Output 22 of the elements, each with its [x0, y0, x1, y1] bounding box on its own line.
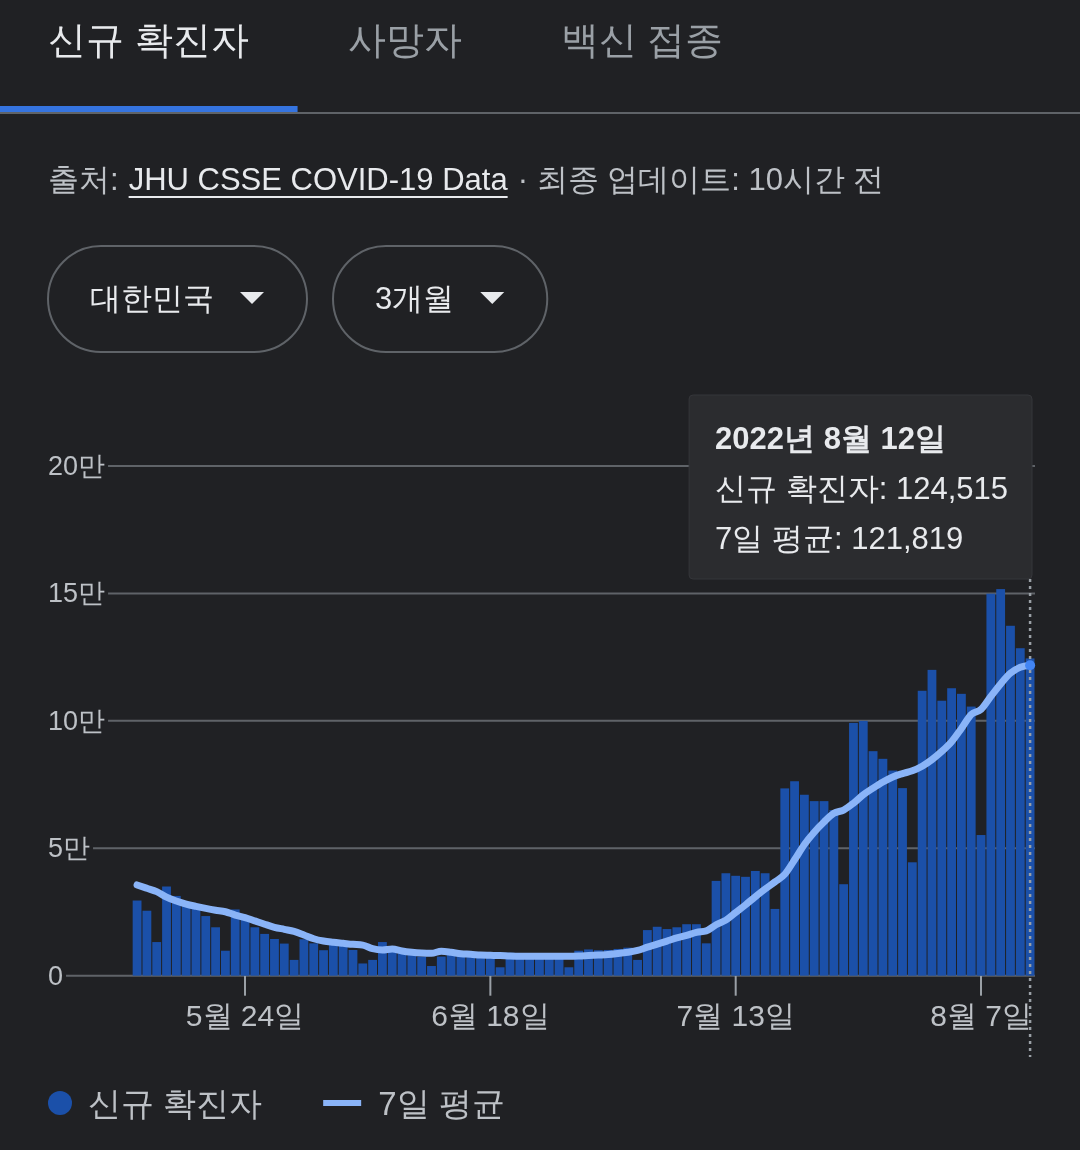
annotation: 7일 평균: 121,819 — [715, 520, 964, 556]
text: 사망자 — [347, 19, 462, 61]
x-tick-label: 6월 18일 — [431, 998, 550, 1032]
y-tick-label: 10만 — [48, 705, 106, 736]
y-tick-label: 15만 — [48, 578, 106, 609]
annotation: 신규 확진자: 124,515 — [715, 470, 1008, 506]
text: 3개월 — [375, 280, 455, 316]
text: JHU CSSE COVID-19 Data — [128, 161, 509, 197]
text: 백신 접종 — [560, 19, 724, 61]
y-tick-label: 20만 — [48, 451, 106, 481]
text: 2022년 8월 12일 — [715, 420, 947, 456]
source-note: 출처: — [48, 161, 119, 197]
x-tick-label: 7월 13일 — [676, 998, 795, 1032]
text: 대한민국 — [90, 280, 214, 316]
x-tick-label: 5월 24일 — [185, 998, 305, 1032]
chart-title: 신규 확진자 — [48, 19, 249, 61]
x-tick-label: 8월 7일 — [930, 998, 1032, 1032]
legend-label: 7일 평균 — [378, 1084, 505, 1122]
text: · 최종 업데이트: 10시간 전 — [517, 161, 885, 197]
y-tick-label: 5만 — [48, 833, 91, 864]
legend-label: 신규 확진자 — [88, 1084, 263, 1122]
y-tick-label: 0 — [48, 960, 64, 991]
